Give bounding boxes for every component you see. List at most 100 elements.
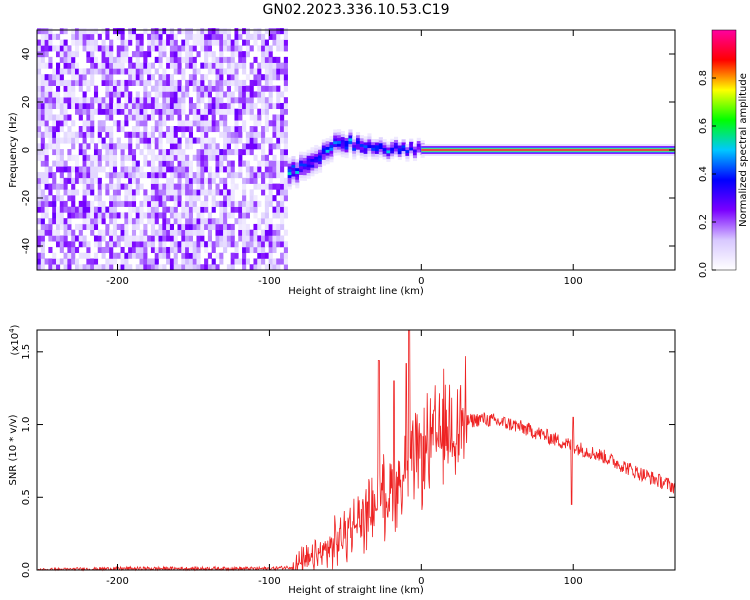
spectrogram-cell <box>143 189 148 196</box>
spectrogram-cell <box>71 91 76 98</box>
spectrogram-cell <box>215 79 220 86</box>
spectrogram-cell <box>48 235 53 242</box>
spectrogram-cell <box>359 143 364 147</box>
spectrogram-cell <box>97 62 102 69</box>
spectrogram-cell <box>154 229 159 236</box>
spectrogram-cell <box>173 154 178 161</box>
spectrogram-cell <box>249 97 254 104</box>
spectrogram-cell <box>97 120 102 127</box>
spectrogram-cell <box>177 264 182 271</box>
spectrogram-cell <box>150 39 156 46</box>
spectrogram-cell <box>261 149 266 156</box>
spectrogram-cell <box>71 85 76 92</box>
spectrogram-cell <box>245 74 250 81</box>
spectrogram-cell <box>101 126 106 133</box>
spectrogram-cell <box>223 200 228 207</box>
spectrogram-cell <box>306 155 311 159</box>
spectrogram-cell <box>150 223 156 230</box>
spectrogram-cell <box>329 156 334 160</box>
spectrogram-cell <box>52 218 57 225</box>
spectrogram-cell <box>242 28 247 35</box>
spectrogram-cell <box>219 177 224 184</box>
spectrogram-cell <box>192 195 197 202</box>
spectrogram-cell <box>154 172 159 179</box>
spectrogram-cell <box>409 150 414 154</box>
spectrogram-cell <box>173 68 178 75</box>
spectrogram-cell <box>124 102 129 110</box>
spectrogram-cell <box>67 62 72 69</box>
spectrogram-cell <box>74 74 80 81</box>
spectrogram-cell <box>242 85 247 92</box>
spectrogram-cell <box>55 149 61 156</box>
spectrogram-cell <box>52 126 57 133</box>
spectrogram-cell <box>245 177 250 184</box>
spectrogram-cell <box>280 102 285 110</box>
spectrogram-cell <box>185 85 190 92</box>
spectrogram-cell <box>67 85 72 92</box>
spectrogram-cell <box>82 102 87 110</box>
spectrogram-cell <box>139 241 144 248</box>
spectrogram-cell <box>37 235 42 242</box>
spectrogram-cell <box>238 56 243 63</box>
spectrogram-cell <box>196 172 201 179</box>
spectrogram-cell <box>90 189 95 196</box>
spectrogram-cell <box>188 252 193 259</box>
spectrogram-cell <box>283 126 288 133</box>
spectrogram-cell <box>242 39 247 46</box>
spectrogram-cell <box>177 149 182 156</box>
spectrogram-cell <box>291 158 296 163</box>
spectrogram-cell <box>120 33 125 40</box>
spectrogram-cell <box>242 149 247 156</box>
spectrogram-cell <box>109 62 114 69</box>
spectrogram-cell <box>211 33 216 40</box>
spectrogram-cell <box>276 97 281 104</box>
spectrogram-cell <box>116 143 121 150</box>
spectrogram-cell <box>211 218 216 225</box>
spectrogram-cell <box>314 162 319 166</box>
spectrogram-cell <box>52 114 57 121</box>
spectrogram-cell <box>230 229 235 236</box>
spectrogram-cell <box>264 229 269 236</box>
spectrogram-cell <box>253 206 258 213</box>
spectrogram-cell <box>169 74 175 81</box>
spectrogram-cell <box>223 33 228 40</box>
spectrogram-cell <box>204 137 209 144</box>
spectrogram-cell <box>177 183 182 190</box>
spectrogram-cell <box>264 206 269 213</box>
spectrogram-cell <box>192 102 197 110</box>
spectrogram-cell <box>52 235 57 242</box>
spectrogram-cell <box>276 241 281 248</box>
spectrogram-cell <box>86 56 91 63</box>
spectrogram-cell <box>147 212 152 219</box>
spectrogram-cell <box>196 160 201 167</box>
spectrogram-cell <box>230 258 235 265</box>
spectrogram-cell <box>109 79 114 86</box>
spectrogram-cell <box>188 126 193 133</box>
spectrogram-cell <box>44 91 49 98</box>
spectrogram-cell <box>192 189 197 196</box>
spectrogram-cell <box>215 149 220 156</box>
spectrogram-cell <box>48 143 53 150</box>
spectrogram-cell <box>196 51 201 58</box>
spectrogram-cell <box>295 185 300 189</box>
spectrogram-cell <box>63 206 68 213</box>
spectrogram-cell <box>276 74 281 81</box>
spectrogram-cell <box>154 28 159 35</box>
spectrogram-cell <box>150 235 156 242</box>
spectrogram-cell <box>287 186 292 190</box>
spectrogram-cell <box>276 143 281 150</box>
spectrogram-cell <box>249 68 254 75</box>
spectrogram-cell <box>253 166 258 173</box>
spectrogram-cell <box>211 28 216 35</box>
spectrogram-cell <box>158 189 163 196</box>
spectrogram-cell <box>90 62 95 69</box>
spectrogram-cell <box>249 177 254 184</box>
spectrogram-cell <box>74 264 80 271</box>
spectrogram-cell <box>82 252 87 259</box>
spectrogram-cell <box>90 33 95 40</box>
spectrogram-cell <box>86 200 91 207</box>
spectrogram-cell <box>215 154 220 161</box>
spectrogram-cell <box>67 218 72 225</box>
spectrogram-cell <box>147 149 152 156</box>
spectrogram-cell <box>74 51 80 58</box>
